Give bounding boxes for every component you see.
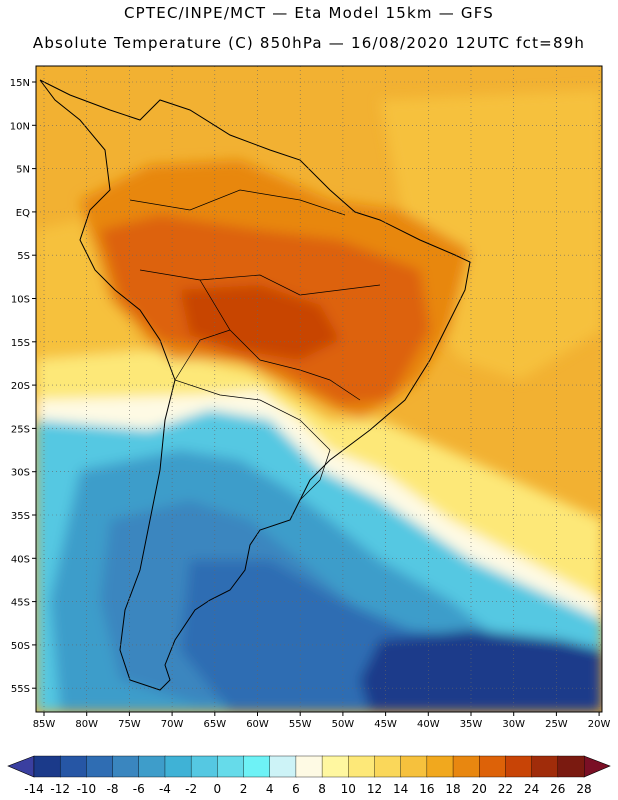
colorbar-over-arrow — [583, 755, 611, 778]
south-america-outline — [39, 79, 471, 691]
colorbar-swatch — [138, 755, 166, 778]
colorbar-label: 20 — [472, 782, 487, 796]
colorbar-swatch — [33, 755, 61, 778]
temperature-field — [36, 66, 602, 712]
lat-label: 40S — [11, 554, 30, 565]
lon-label: 55W — [289, 719, 312, 730]
lat-label: 30S — [11, 468, 30, 479]
map-title: CPTEC/INPE/MCT — Eta Model 15km — GFS — [124, 4, 494, 22]
lat-label: 10N — [10, 121, 30, 132]
map-subtitle: Absolute Temperature (C) 850hPa — 16/08/… — [32, 34, 586, 52]
lat-label: 20S — [11, 381, 30, 392]
colorbar-under-arrow — [7, 755, 35, 778]
lon-label: 35W — [460, 719, 483, 730]
region-pacific-warm — [36, 220, 150, 370]
axis-ticks — [32, 81, 600, 716]
colorbar-swatch — [190, 755, 219, 778]
colorbar-label: 28 — [576, 782, 591, 796]
lon-label: 40W — [417, 719, 440, 730]
colorbar-label: 0 — [214, 782, 222, 796]
colorbar-label: 18 — [445, 782, 460, 796]
colorbar-swatch — [321, 755, 349, 778]
region-deep-cold — [360, 630, 602, 712]
lon-label: 20W — [588, 719, 611, 730]
colorbar-label: -2 — [185, 782, 197, 796]
lat-label: 45S — [11, 598, 30, 609]
lon-label: 60W — [246, 719, 269, 730]
lon-label: 50W — [332, 719, 355, 730]
colorbar-swatch — [59, 755, 88, 778]
colorbar-swatch — [295, 755, 323, 778]
lon-label: 30W — [502, 719, 525, 730]
lat-label: EQ — [16, 208, 30, 219]
colorbar-swatch — [112, 755, 140, 778]
colorbar-label: -12 — [50, 782, 70, 796]
colorbar-label: 10 — [341, 782, 356, 796]
colorbar-label: 4 — [266, 782, 274, 796]
colorbar-swatch — [348, 755, 376, 778]
colorbar-swatch — [505, 755, 533, 778]
colorbar-swatch — [531, 755, 559, 778]
colorbar-label: -14 — [24, 782, 44, 796]
lat-label: 35S — [11, 511, 30, 522]
colorbar-swatch — [426, 755, 454, 778]
lat-label: 50S — [11, 641, 30, 652]
lon-label: 45W — [374, 719, 397, 730]
colorbar-label: -4 — [159, 782, 171, 796]
lat-label: 5N — [16, 165, 30, 176]
lat-label: 25S — [11, 424, 30, 435]
lon-label: 65W — [203, 719, 226, 730]
lat-label: 15S — [11, 338, 30, 349]
latitude-labels: 15N 10N 5N EQ 5S 10S 15S 20S 25S 30S 35S 40S 45S 50S 5… — [10, 78, 30, 695]
lat-label: 10S — [11, 295, 30, 306]
colorbar-label: -10 — [77, 782, 97, 796]
region-mato-grosso-hotspot — [180, 285, 340, 360]
colorbar-swatch — [557, 755, 585, 778]
colorbar-label: 24 — [524, 782, 539, 796]
colorbar-label: -8 — [107, 782, 119, 796]
colorbar-swatch — [452, 755, 480, 778]
colorbar-swatch — [217, 755, 245, 778]
longitude-labels: 85W 80W 75W 70W 65W 60W 55W 50W 45W 40W 35W 30W 25W 2… — [33, 719, 611, 730]
colorbar-label: -6 — [133, 782, 145, 796]
lat-label: 5S — [17, 251, 30, 262]
colorbar-label: 8 — [318, 782, 326, 796]
colorbar-swatch — [400, 755, 428, 778]
colorbar-label: 12 — [367, 782, 382, 796]
colorbar-swatch — [243, 755, 271, 778]
colorbar-label: 22 — [498, 782, 513, 796]
lon-label: 70W — [161, 719, 184, 730]
colorbar-swatch — [164, 755, 192, 778]
lon-label: 25W — [545, 719, 568, 730]
lon-label: 85W — [33, 719, 56, 730]
colorbar-label: 6 — [292, 782, 300, 796]
colorbar-label: 2 — [240, 782, 248, 796]
lon-label: 75W — [118, 719, 141, 730]
colorbar-swatch — [374, 755, 402, 778]
colorbar-swatch — [479, 755, 507, 778]
colorbar-label: 16 — [419, 782, 434, 796]
lat-label: 55S — [11, 684, 30, 695]
country-borders — [129, 189, 381, 501]
lon-label: 80W — [75, 719, 98, 730]
plot-frame — [35, 65, 603, 713]
colorbar-swatch — [269, 755, 297, 778]
colorbar-swatch — [86, 755, 114, 778]
colorbar-label: 14 — [393, 782, 408, 796]
temperature-colorbar: -14 -12 -10 -8 -6 -4 -2 0 2 4 6 8 10 12 14 16 18 20 22 24 26… — [7, 755, 611, 796]
colorbar-label: 26 — [550, 782, 565, 796]
lat-label: 15N — [10, 78, 30, 89]
